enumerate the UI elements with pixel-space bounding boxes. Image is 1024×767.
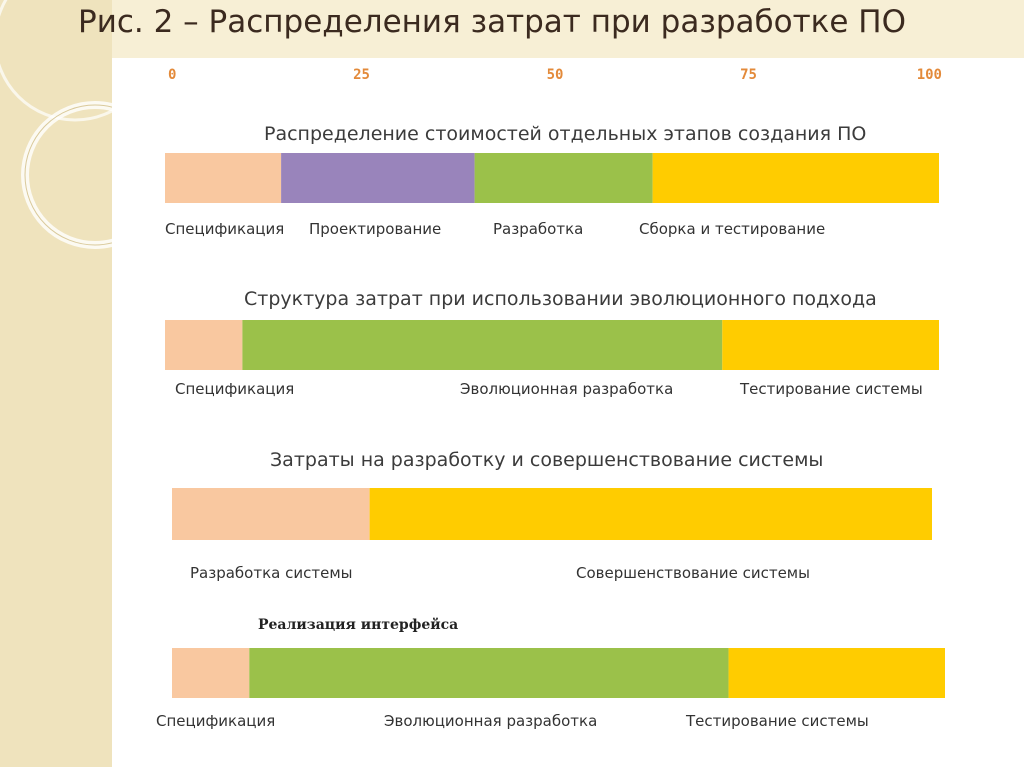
panel-2-bar-segment-1 <box>165 320 243 370</box>
panel-1-bar-segment-1 <box>165 153 282 203</box>
panel-1-segment-label-3: Разработка <box>493 220 583 238</box>
panel-4-bar-segment-3 <box>728 648 945 698</box>
panel-2-segment-label-2: Эволюционная разработка <box>460 380 673 398</box>
x-tick-label-2: 50 <box>547 67 564 83</box>
x-tick-label-1: 25 <box>353 67 370 83</box>
slide-title: Рис. 2 – Распределения затрат при разраб… <box>78 4 906 40</box>
panel-3-bar-segment-2 <box>369 488 933 540</box>
slide-decoration <box>0 0 112 767</box>
panel-1-segment-label-1: Спецификация <box>165 220 284 238</box>
panel-2-segment-label-3: Тестирование системы <box>739 380 923 398</box>
x-tick-label-3: 75 <box>740 67 757 83</box>
panel-4-bar-segment-1 <box>172 648 250 698</box>
x-tick-label-4: 100 <box>917 67 942 83</box>
panel-4-title: Реализация интерфейса <box>258 616 458 633</box>
panel-4-segment-label-3: Тестирование системы <box>685 712 869 730</box>
panel-1-title: Распределение стоимостей отдельных этапо… <box>264 123 866 145</box>
panel-2-bar-segment-2 <box>242 320 723 370</box>
panel-3-title: Затраты на разработку и совершенствовани… <box>270 449 823 471</box>
panel-4-segment-label-1: Спецификация <box>156 712 275 730</box>
panel-2-segment-label-1: Спецификация <box>175 380 294 398</box>
x-tick-label-0: 0 <box>168 67 176 83</box>
stacked-bar-chart: 0 25 50 75 100 Распределение стоимостей отдел… <box>156 67 945 730</box>
panel-1-segment-label-2: Проектирование <box>309 220 441 238</box>
panel-2-bar-segment-3 <box>722 320 939 370</box>
panel-3-segment-label-2: Совершенствование системы <box>576 564 810 582</box>
panel-1-segment-label-4: Сборка и тестирование <box>639 220 825 238</box>
panel-4-segment-label-2: Эволюционная разработка <box>384 712 597 730</box>
panel-1-bar-segment-3 <box>474 153 653 203</box>
panel-3-bar-segment-1 <box>172 488 370 540</box>
panel-2-title: Структура затрат при использовании эволю… <box>244 288 877 310</box>
cost-distribution-figure: 0 25 50 75 100 Распределение стоимостей отдел… <box>112 58 1024 767</box>
panel-1-bar-segment-2 <box>281 153 475 203</box>
panel-1-bar-segment-4 <box>652 153 939 203</box>
panel-4-bar-segment-2 <box>249 648 729 698</box>
panel-3-segment-label-1: Разработка системы <box>190 564 352 582</box>
